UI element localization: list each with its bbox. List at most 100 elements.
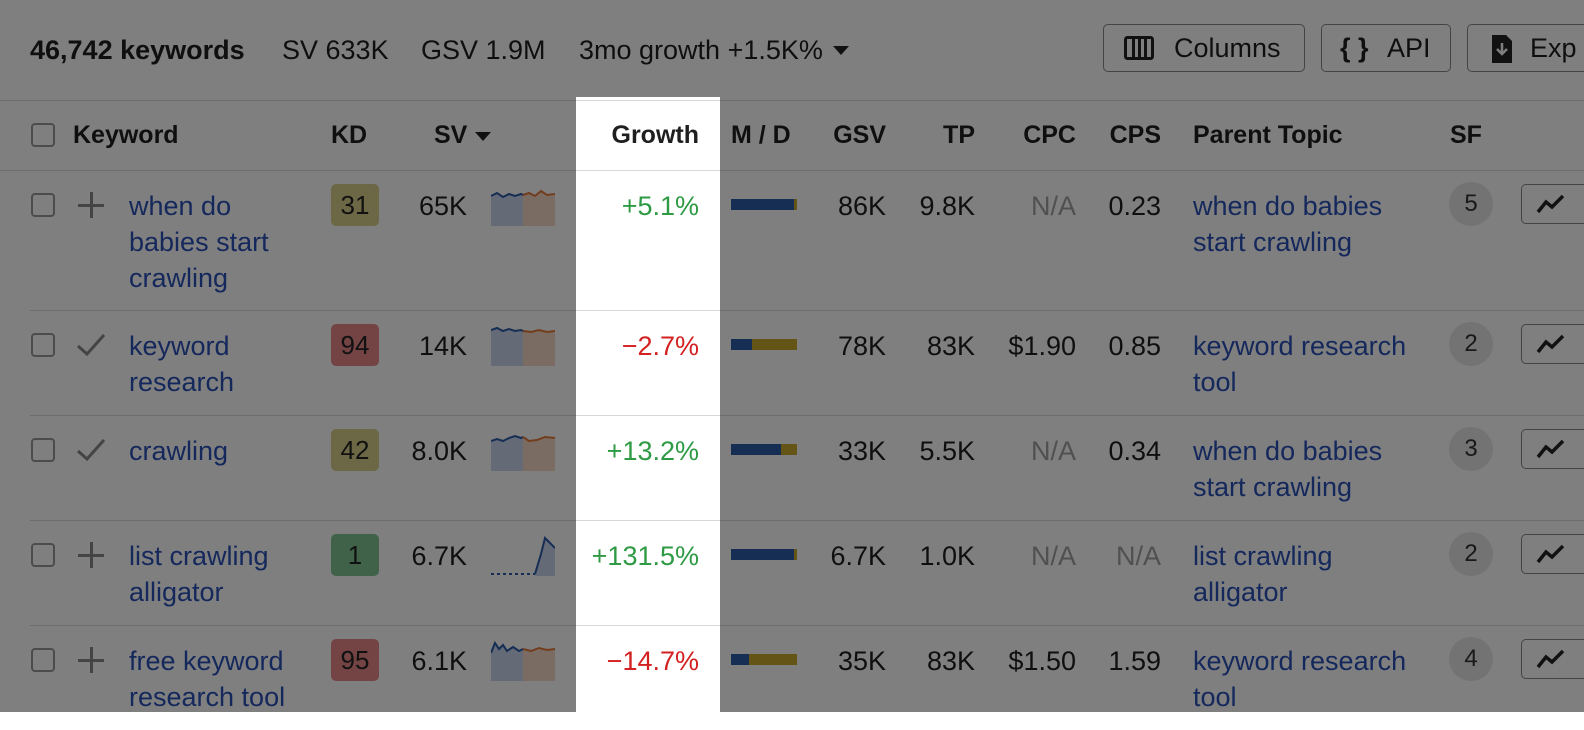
sf-count-badge[interactable]: 2 [1449, 532, 1493, 576]
growth-value: +13.2% [606, 436, 699, 466]
header-growth[interactable]: Growth [611, 121, 700, 149]
kd-badge: 31 [331, 184, 379, 226]
download-icon [1492, 35, 1512, 63]
api-button[interactable]: { } API [1321, 24, 1451, 72]
md-bar [731, 199, 797, 210]
cpc-value: N/A [1030, 191, 1076, 221]
columns-label: Columns [1174, 33, 1281, 63]
kd-badge: 95 [331, 639, 379, 681]
plus-icon[interactable] [78, 647, 104, 673]
parent-topic-link[interactable]: keyword research tool [1193, 331, 1407, 397]
trend-chart-icon [1536, 194, 1565, 214]
columns-button[interactable]: Columns [1103, 24, 1305, 72]
trend-button[interactable] [1521, 639, 1584, 679]
cpc-value: N/A [1030, 541, 1076, 571]
sv-trend-sparkline [491, 434, 555, 471]
parent-topic-link[interactable]: list crawling alligator [1193, 541, 1333, 607]
sf-count-badge[interactable]: 3 [1449, 427, 1493, 471]
trend-chart-icon [1536, 334, 1565, 354]
header-gsv[interactable]: GSV [833, 121, 886, 149]
md-bar [731, 549, 797, 560]
table-header: Keyword KD SV Growth M / D GSV TP CPC CP… [0, 100, 1584, 171]
sv-value: 65K [418, 191, 467, 221]
columns-icon [1124, 36, 1154, 60]
table-row: crawling 42 8.0K +13.2% 33K 5.5K N/A 0.34 when d… [0, 415, 1584, 520]
select-all-checkbox[interactable] [31, 123, 55, 147]
parent-topic-link[interactable]: when do babies start crawling [1193, 191, 1383, 257]
growth-value: +5.1% [621, 191, 699, 221]
tp-value: 1.0K [919, 541, 975, 571]
trend-chart-icon [1536, 544, 1565, 564]
trend-button[interactable] [1521, 534, 1584, 574]
row-checkbox[interactable] [31, 543, 55, 567]
keyword-link[interactable]: list crawling alligator [129, 541, 269, 607]
growth-value: −14.7% [606, 646, 699, 676]
header-sv[interactable]: SV [434, 120, 492, 150]
trend-button[interactable] [1521, 429, 1584, 469]
gsv-value: 35K [837, 646, 886, 676]
row-checkbox[interactable] [31, 193, 55, 217]
sv-trend-sparkline [491, 640, 555, 681]
gsv-value: 33K [837, 436, 886, 466]
gsv-total: GSV 1.9M [421, 35, 546, 65]
header-sv-label: SV [434, 121, 468, 149]
table-row: list crawling alligator 1 6.7K +131.5% 6.7K 1… [0, 520, 1584, 625]
export-label: Exp [1530, 33, 1577, 63]
braces-icon: { } [1340, 33, 1369, 63]
growth-value: −2.7% [621, 331, 699, 361]
cpc-value: $1.90 [1008, 331, 1076, 361]
plus-icon[interactable] [78, 192, 104, 218]
growth-value: +131.5% [591, 541, 699, 571]
row-checkbox[interactable] [31, 648, 55, 672]
parent-topic-link[interactable]: when do babies start crawling [1193, 436, 1383, 502]
cps-value: 0.85 [1108, 331, 1161, 361]
sf-count-badge[interactable]: 5 [1449, 182, 1493, 226]
sv-value: 6.1K [411, 646, 467, 676]
sv-value: 14K [418, 331, 467, 361]
parent-topic-link[interactable]: keyword research tool [1193, 646, 1407, 712]
header-md[interactable]: M / D [731, 121, 791, 149]
row-checkbox[interactable] [31, 438, 55, 462]
growth-filter[interactable]: 3mo growth +1.5K% [579, 34, 849, 66]
cps-value: N/A [1115, 541, 1161, 571]
sort-desc-icon [475, 132, 492, 141]
cps-value: 0.34 [1108, 436, 1161, 466]
keyword-link[interactable]: when do babies start crawling [129, 191, 269, 293]
export-button[interactable]: Exp [1467, 24, 1584, 72]
sv-total: SV 633K [282, 35, 389, 65]
header-cps[interactable]: CPS [1109, 121, 1161, 149]
header-tp[interactable]: TP [943, 121, 975, 149]
header-sf[interactable]: SF [1450, 121, 1482, 149]
api-label: API [1387, 33, 1431, 63]
tp-value: 83K [926, 646, 975, 676]
header-cpc[interactable]: CPC [1023, 121, 1076, 149]
cpc-value: N/A [1030, 436, 1076, 466]
keyword-link[interactable]: free keyword research tool [129, 646, 286, 712]
check-icon [77, 333, 106, 357]
keyword-link[interactable]: crawling [129, 436, 229, 466]
header-keyword[interactable]: Keyword [73, 121, 179, 149]
sf-count-badge[interactable]: 2 [1449, 322, 1493, 366]
trend-chart-icon [1536, 649, 1565, 669]
keywords-count: 46,742 keywords [30, 35, 245, 65]
trend-button[interactable] [1521, 324, 1584, 364]
trend-button[interactable] [1521, 184, 1584, 224]
md-bar [731, 444, 797, 455]
sv-trend-sparkline [491, 536, 555, 576]
sf-count-badge[interactable]: 4 [1449, 637, 1493, 681]
keyword-link[interactable]: keyword research [129, 331, 235, 397]
cps-value: 1.59 [1108, 646, 1161, 676]
header-parent-topic[interactable]: Parent Topic [1193, 121, 1343, 149]
plus-icon[interactable] [78, 542, 104, 568]
kd-badge: 1 [331, 534, 379, 576]
header-kd[interactable]: KD [331, 121, 368, 149]
sv-trend-sparkline [491, 189, 555, 226]
gsv-value: 86K [837, 191, 886, 221]
md-bar [731, 339, 797, 350]
sv-trend-sparkline [491, 326, 555, 366]
row-checkbox[interactable] [31, 333, 55, 357]
gsv-value: 78K [837, 331, 886, 361]
tp-value: 5.5K [919, 436, 975, 466]
tp-value: 9.8K [919, 191, 975, 221]
kd-badge: 42 [331, 429, 379, 471]
